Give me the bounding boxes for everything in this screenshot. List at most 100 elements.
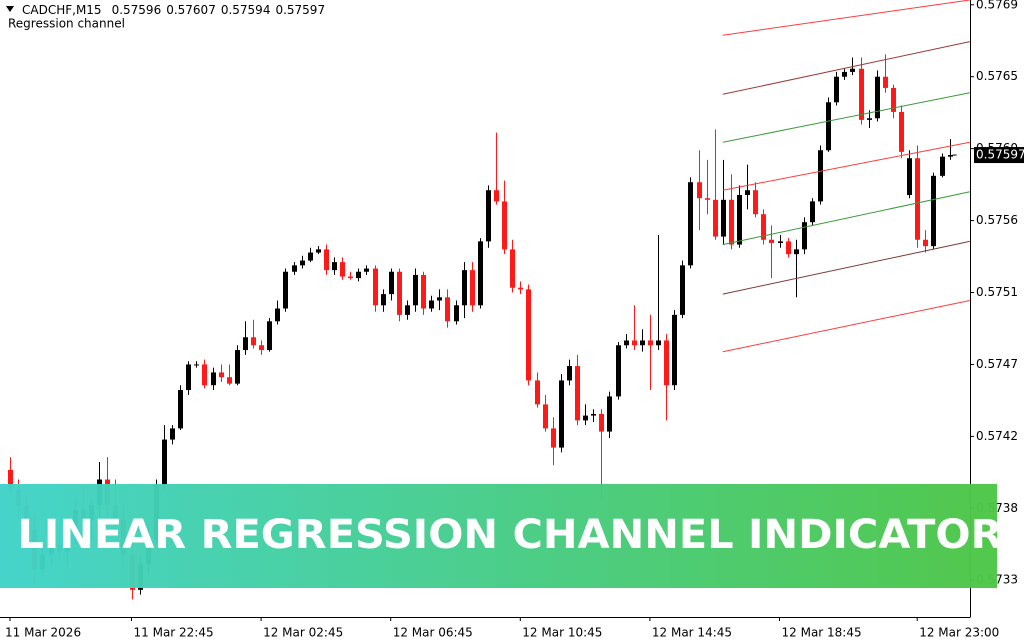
candle-body bbox=[478, 241, 483, 306]
candle-body bbox=[810, 201, 815, 223]
candle-body bbox=[486, 190, 491, 242]
candle-body bbox=[186, 364, 191, 391]
candle-body bbox=[632, 340, 637, 346]
channel-line bbox=[722, 92, 970, 143]
candle-body bbox=[567, 366, 572, 381]
candle-body bbox=[875, 76, 880, 119]
candle-body bbox=[818, 150, 823, 202]
candle-body bbox=[275, 308, 280, 322]
candle-body bbox=[713, 199, 718, 237]
candle-body bbox=[219, 372, 224, 378]
candle-body bbox=[672, 314, 677, 386]
candle-body bbox=[283, 271, 288, 309]
candle-body bbox=[8, 469, 13, 490]
overlay: LINEAR REGRESSION CHANNEL INDICATOR bbox=[0, 484, 1002, 588]
candle-body bbox=[316, 249, 321, 253]
candle-body bbox=[940, 156, 945, 176]
candle-body bbox=[778, 241, 783, 243]
candle-body bbox=[405, 305, 410, 315]
candle-body bbox=[705, 198, 710, 200]
candle-body bbox=[202, 364, 207, 386]
menu-triangle bbox=[6, 6, 14, 12]
candle-body bbox=[413, 274, 418, 306]
candle-body bbox=[510, 249, 515, 288]
indicator-name: Regression channel bbox=[8, 17, 125, 31]
candle-body bbox=[842, 71, 847, 77]
candle-body bbox=[437, 297, 442, 301]
candle-body bbox=[364, 268, 369, 272]
candle-body bbox=[624, 340, 629, 346]
candle-body bbox=[745, 190, 750, 196]
candle-body bbox=[518, 287, 523, 290]
candle-body bbox=[640, 340, 645, 346]
candle-body bbox=[948, 155, 953, 157]
banner-text: LINEAR REGRESSION CHANNEL INDICATOR bbox=[18, 512, 1003, 558]
candle-body bbox=[259, 345, 264, 351]
channel-line bbox=[722, 0, 970, 36]
candle-body bbox=[753, 190, 758, 215]
candle-body bbox=[381, 294, 386, 306]
candle-body bbox=[664, 340, 669, 386]
x-tick-label: 11 Mar 2026 bbox=[5, 626, 81, 640]
candle-body bbox=[308, 252, 313, 261]
candle-body bbox=[931, 175, 936, 247]
candle-body bbox=[607, 396, 612, 432]
candle-body bbox=[340, 262, 345, 277]
candle-body bbox=[543, 404, 548, 429]
x-tick-label: 12 Mar 23:00 bbox=[919, 626, 999, 640]
channel-line bbox=[722, 300, 970, 353]
candle-body bbox=[648, 340, 653, 346]
symbol: CADCHF,M15 bbox=[22, 3, 102, 17]
candle-body bbox=[494, 190, 499, 202]
candle-body bbox=[454, 305, 459, 322]
y-tick-label: 0.5742 bbox=[976, 429, 1018, 443]
candle-body bbox=[178, 390, 183, 429]
candle-body bbox=[356, 271, 361, 279]
header: CADCHF,M15 0.57596 0.57607 0.57594 0.57597 bbox=[22, 3, 325, 17]
candle-body bbox=[599, 413, 604, 432]
candle-body bbox=[243, 337, 248, 351]
candle-body bbox=[737, 195, 742, 245]
candle-body bbox=[373, 268, 378, 306]
candle-body bbox=[470, 270, 475, 306]
candle-body bbox=[761, 214, 766, 240]
candle-body bbox=[721, 199, 726, 237]
candle-body bbox=[559, 380, 564, 448]
x-tick-label: 12 Mar 14:45 bbox=[652, 626, 732, 640]
x-tick-label: 11 Mar 22:45 bbox=[134, 626, 214, 640]
candle-body bbox=[802, 222, 807, 250]
candle-body bbox=[170, 428, 175, 440]
candle-body bbox=[826, 102, 831, 151]
channel-line bbox=[722, 191, 970, 246]
candle-body bbox=[267, 321, 272, 351]
candle-body bbox=[794, 249, 799, 255]
candle-body bbox=[680, 265, 685, 315]
candle-body bbox=[891, 87, 896, 112]
candle-body bbox=[211, 372, 216, 386]
price-label-box bbox=[974, 147, 1024, 164]
candle-body bbox=[697, 182, 702, 199]
candle-body bbox=[235, 350, 240, 384]
y-tick-label: 0.5769 bbox=[976, 0, 1018, 11]
candle-body bbox=[729, 199, 734, 245]
candle-body bbox=[292, 265, 297, 272]
candle-body bbox=[502, 201, 507, 250]
y-tick-label: 0.5751 bbox=[976, 285, 1018, 299]
candle-body bbox=[656, 340, 661, 346]
x-tick-label: 12 Mar 06:45 bbox=[393, 626, 473, 640]
channel-line bbox=[722, 141, 970, 191]
banner bbox=[0, 484, 997, 588]
candle-body bbox=[769, 239, 774, 243]
x-tick-label: 12 Mar 18:45 bbox=[782, 626, 862, 640]
candle-body bbox=[332, 262, 337, 271]
low-value: 0.57594 bbox=[221, 3, 271, 17]
candle-body bbox=[583, 415, 588, 421]
candle-body bbox=[162, 439, 167, 485]
y-tick-label: 0.5747 bbox=[976, 357, 1018, 371]
candle-body bbox=[859, 68, 864, 120]
candle-body bbox=[194, 364, 199, 366]
candle-body bbox=[867, 118, 872, 120]
candle-body bbox=[591, 413, 596, 416]
candle-body bbox=[883, 76, 888, 88]
